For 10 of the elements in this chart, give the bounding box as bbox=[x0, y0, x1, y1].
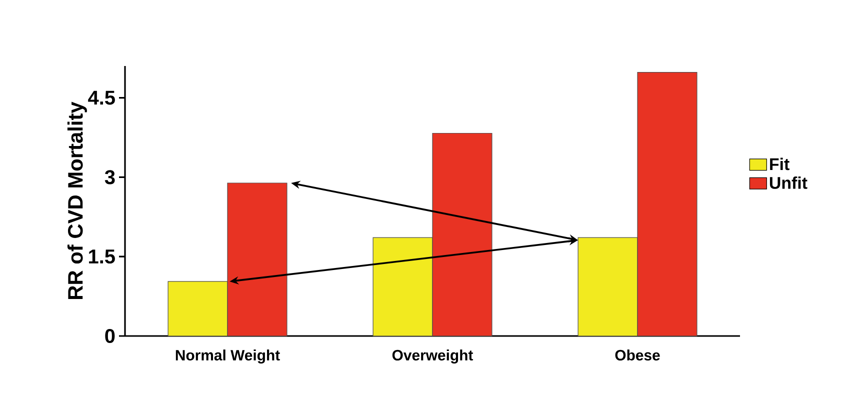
legend-label: Fit bbox=[770, 158, 790, 170]
y-tick-label: 0 bbox=[105, 328, 115, 344]
x-tick-label: Normal Weight bbox=[176, 350, 280, 364]
y-tick-label: 1.5 bbox=[89, 250, 115, 264]
x-tick-label: Overweight bbox=[392, 350, 474, 364]
y-axis-title: RR of CVD Mortality bbox=[67, 102, 87, 299]
x-tick-label: Obese bbox=[615, 350, 660, 360]
y-tick-label: 3 bbox=[104, 170, 115, 184]
y-tick-label: 4.5 bbox=[88, 90, 115, 105]
legend-label: Unfit bbox=[770, 176, 808, 189]
